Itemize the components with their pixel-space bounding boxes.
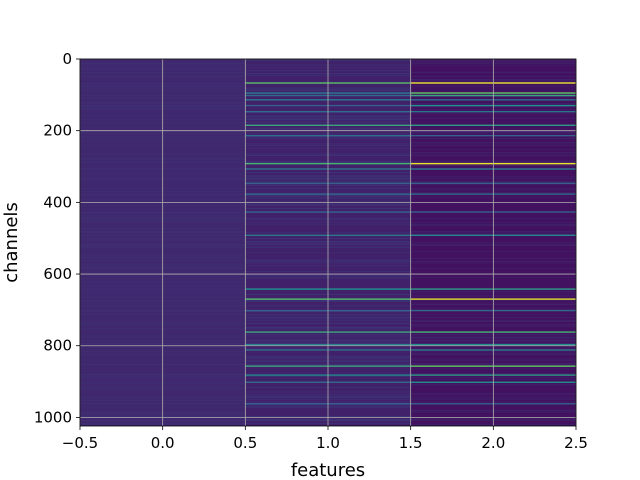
- x-tick-label: 2.5: [564, 434, 588, 452]
- x-tick-label: −0.5: [62, 434, 98, 452]
- x-tick-label: 1.5: [399, 434, 423, 452]
- x-tick-label: 2.0: [481, 434, 505, 452]
- y-axis-ticks: 0 200 400 600 800 1000: [34, 50, 80, 426]
- y-tick-label: 400: [43, 193, 72, 211]
- y-axis-label: channels: [1, 202, 22, 283]
- x-axis-ticks: −0.5 0.0 0.5 1.0 1.5 2.0 2.5: [62, 426, 588, 452]
- y-tick-label: 600: [43, 265, 72, 283]
- x-tick-label: 0.5: [233, 434, 257, 452]
- y-tick-label: 0: [62, 50, 72, 68]
- x-axis-label: features: [291, 460, 365, 480]
- y-tick-label: 1000: [34, 408, 72, 426]
- x-tick-label: 0.0: [151, 434, 175, 452]
- y-tick-label: 200: [43, 122, 72, 140]
- grid-lines: [79, 58, 577, 426]
- x-tick-label: 1.0: [316, 434, 340, 452]
- y-tick-label: 800: [43, 337, 72, 355]
